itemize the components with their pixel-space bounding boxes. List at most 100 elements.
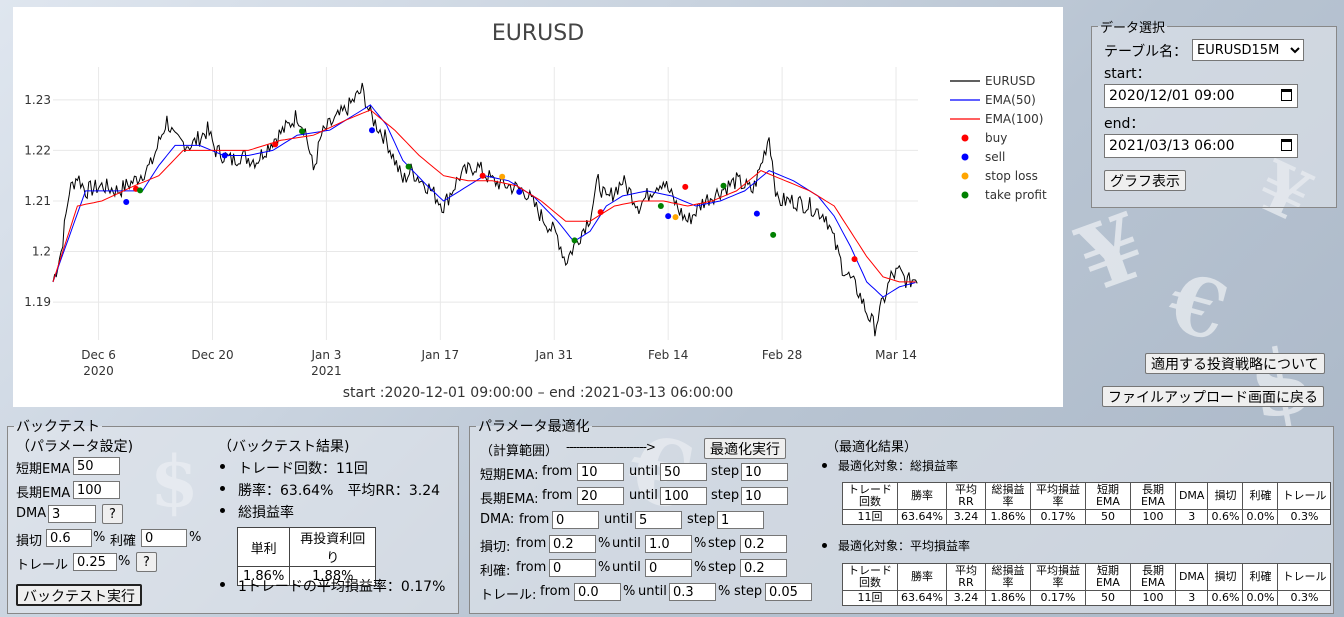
show-graph-button[interactable]: グラフ表示: [1104, 170, 1186, 191]
opt-stop-loss-label: 損切:: [480, 540, 511, 555]
result-table-header: トレード 回数: [842, 563, 898, 591]
opt-long-ema-until-input[interactable]: [660, 487, 707, 505]
opt-step-label: step: [708, 560, 737, 575]
opt-pct: %: [598, 560, 611, 575]
profit-table-header: 再投資利回り: [289, 527, 377, 567]
opt-from-label: from: [516, 560, 547, 575]
opt-long-ema-step-input[interactable]: [741, 487, 788, 505]
result-table-header: 損切: [1207, 482, 1244, 510]
opt-dma-step-input[interactable]: [717, 511, 764, 529]
trailing-help-button[interactable]: ?: [136, 552, 157, 572]
result-table-header: トレード 回数: [842, 482, 898, 510]
opt-long-ema-from-input[interactable]: [577, 487, 624, 505]
bullet: [220, 508, 225, 513]
opt-until-label: until: [604, 512, 633, 527]
stop-loss-input[interactable]: [46, 529, 92, 547]
run-backtest-button[interactable]: バックテスト実行: [16, 584, 142, 606]
x-tick-label: Feb 28: [762, 348, 802, 362]
strategy-info-button[interactable]: 適用する投資戦略について: [1145, 353, 1325, 374]
x-tick-label: Dec 20: [191, 348, 233, 362]
run-optimization-button[interactable]: 最適化実行: [704, 438, 786, 459]
opt-dma-from-input[interactable]: [552, 511, 599, 529]
series-line-ema100: [52, 109, 916, 283]
bullet: [220, 582, 225, 587]
trade-marker-buy: [851, 256, 858, 263]
opt-take-profit-until-input[interactable]: [645, 559, 692, 577]
trade-marker-take-profit: [405, 163, 412, 170]
backtest-params-heading: （パラメータ設定): [16, 439, 134, 455]
dma-input[interactable]: [48, 505, 96, 523]
legend-label: EMA(100): [985, 112, 1043, 126]
x-tick-label: Mar 14: [875, 348, 917, 362]
end-datetime-input[interactable]: 2021/03/13 06:00: [1104, 134, 1298, 158]
opt-short-ema-label: 短期EMA:: [480, 468, 539, 483]
backtest-result-heading: （バックテスト結果): [218, 439, 350, 455]
opt-pct: %: [598, 536, 611, 551]
opt-from-label: from: [540, 584, 571, 599]
calendar-icon[interactable]: [1281, 139, 1292, 151]
result-table-header: 総損益率: [984, 482, 1031, 510]
opt-stop-loss-from-input[interactable]: [549, 535, 596, 553]
opt-until-label: until: [612, 560, 641, 575]
opt-from-label: from: [542, 464, 573, 479]
opt-short-ema-from-input[interactable]: [577, 463, 624, 481]
price-chart: 1.19 1.2 1.21 1.22 1.23 Dec 6 2020 Dec 20 Jan 3 2…: [24, 67, 1047, 378]
table-name-label: テーブル名：: [1104, 44, 1188, 60]
dma-help-button[interactable]: ?: [102, 504, 123, 524]
x-tick-label: Jan 31: [534, 348, 573, 362]
range-arrow: ------------------------>: [566, 440, 656, 454]
opt-stop-loss-until-input[interactable]: [645, 535, 692, 553]
trade-count: トレード回数：11回: [238, 461, 368, 477]
opt-step-label: step: [734, 584, 763, 599]
result-table-cell: 1.86%: [984, 590, 1031, 606]
result-table-cell: 0.6%: [1207, 590, 1244, 606]
result-table-cell: 0.3%: [1277, 509, 1332, 525]
opt-pct: %: [694, 560, 707, 575]
y-tick-label: 1.23: [24, 93, 51, 107]
result-table-cell: 11回: [842, 590, 898, 606]
back-to-upload-button[interactable]: ファイルアップロード画面に戻る: [1102, 386, 1324, 407]
take-profit-label: 利確: [110, 534, 137, 549]
trade-marker-take-profit: [299, 128, 306, 135]
opt-short-ema-step-input[interactable]: [741, 463, 788, 481]
y-tick-label: 1.21: [24, 194, 51, 208]
optimization-result-table-average: トレード 回数 勝率 平均 RR 総損益率平均損益率短期 EMA 長期 EMA DMA 損切 利確 トレ…: [842, 563, 1332, 606]
start-datetime-input[interactable]: 2020/12/01 09:00: [1104, 84, 1298, 108]
result-table-header: 長期 EMA: [1129, 563, 1176, 591]
opt-dma-until-input[interactable]: [635, 511, 682, 529]
opt-step-label: step: [687, 512, 716, 527]
result-table-cell: 11回: [842, 509, 898, 525]
opt-trailing-from-input[interactable]: [574, 583, 621, 601]
opt-short-ema-until-input[interactable]: [660, 463, 707, 481]
start-label: start：: [1104, 66, 1151, 82]
result-table-header: 損切: [1207, 563, 1244, 591]
opt-pct: %: [694, 536, 707, 551]
target-total-pl: 最適化対象：総損益率: [838, 459, 959, 473]
long-ema-input[interactable]: [73, 481, 120, 499]
calendar-icon[interactable]: [1281, 89, 1292, 101]
data-select-legend: データ選択: [1100, 21, 1166, 36]
result-table-header: 平均 RR: [945, 563, 986, 591]
opt-dma-label: DMA:: [480, 512, 515, 527]
start-datetime-value: 2020/12/01 09:00: [1109, 88, 1235, 104]
opt-take-profit-step-input[interactable]: [740, 559, 787, 577]
take-profit-input[interactable]: [141, 529, 187, 547]
table-select[interactable]: EURUSD15M: [1192, 39, 1304, 61]
trade-marker-buy: [682, 183, 689, 190]
result-table-header: 平均損益率: [1029, 563, 1086, 591]
short-ema-input[interactable]: [73, 457, 120, 475]
x-tick-label: Jan 17: [421, 348, 460, 362]
opt-trailing-until-input[interactable]: [669, 583, 716, 601]
dma-label: DMA: [16, 506, 47, 521]
opt-take-profit-from-input[interactable]: [549, 559, 596, 577]
trailing-pct: %: [118, 554, 131, 569]
trade-marker-buy: [597, 209, 604, 216]
trailing-input[interactable]: [73, 553, 117, 571]
opt-stop-loss-step-input[interactable]: [740, 535, 787, 553]
y-tick-label: 1.19: [24, 295, 51, 309]
trade-marker-take-profit: [137, 187, 144, 194]
y-tick-label: 1.22: [24, 143, 51, 157]
legend-label: take profit: [985, 188, 1047, 202]
result-table-cell: 3: [1174, 509, 1209, 525]
opt-trailing-step-input[interactable]: [765, 583, 812, 601]
